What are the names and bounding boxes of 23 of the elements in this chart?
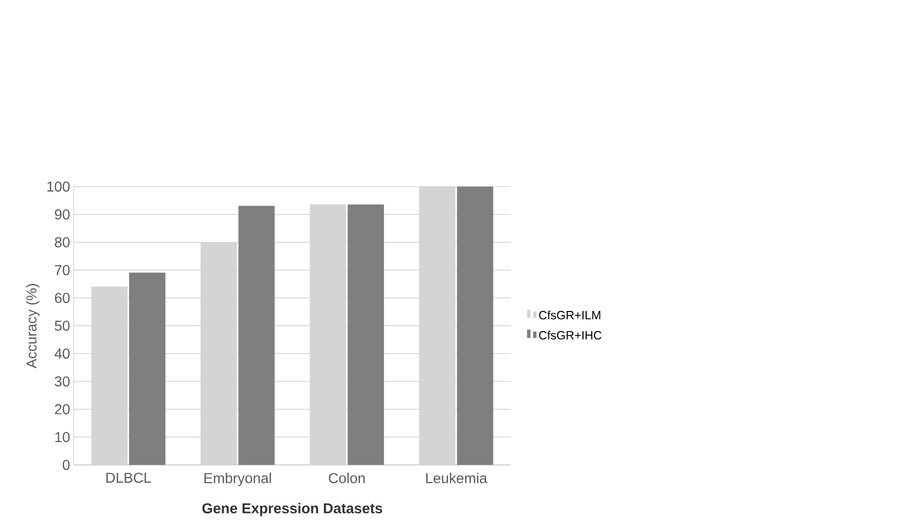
y-tick-label: 80 [54,237,70,248]
bar [91,286,128,465]
x-axis-title: Gene Expression Datasets [202,502,382,516]
y-tick-label: 20 [54,404,70,414]
y-tick-label: 50 [54,320,70,331]
x-tick-label: Colon [328,472,365,484]
y-tick-label: 90 [54,209,70,220]
x-tick-label: Leukemia [426,472,488,484]
bar [310,204,346,465]
y-tick-label: 60 [54,292,70,303]
x-tick-label: Embryonal [204,472,271,486]
bar [200,242,237,465]
y-tick-label: 70 [54,264,70,276]
y-tick-label: 30 [54,376,70,386]
y-tick-label: 0 [62,460,70,470]
y-axis-title: Accuracy (%) [26,284,40,368]
x-tick-label: DLBCL [106,472,151,483]
bar [419,186,456,465]
y-tick-label: 100 [47,181,70,192]
y-tick-label: 40 [54,348,70,359]
legend-label: CfsGR+ILM [539,310,600,320]
legend-label: CfsGR+IHC [539,330,602,340]
y-tick-label: 10 [55,432,70,442]
